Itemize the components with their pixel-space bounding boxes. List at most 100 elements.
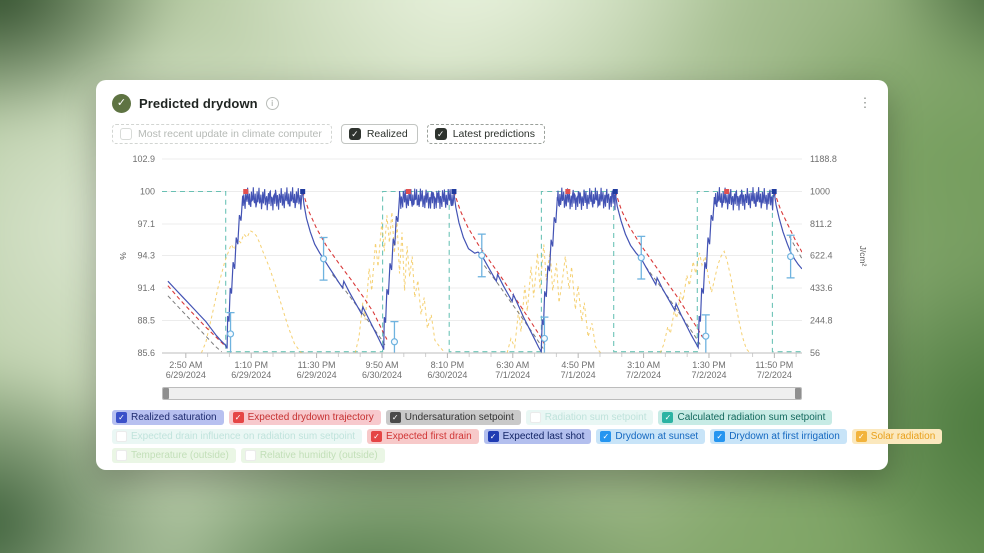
- checkbox-icon[interactable]: [529, 412, 541, 423]
- y-left-tick: 88.5: [137, 315, 155, 325]
- series-realized-saturation-plateau: [398, 188, 455, 210]
- kebab-menu-icon[interactable]: ⋮: [858, 95, 872, 110]
- marker-expected-last-shot: [451, 189, 457, 195]
- marker-drydown-at-sunset: [637, 235, 646, 280]
- legend-row: Temperature (outside) Relative humidity (…: [112, 448, 872, 463]
- checkbox-icon[interactable]: [389, 412, 401, 423]
- y-left-tick: 100: [140, 187, 155, 197]
- card-header: ✓ Predicted drydown i ⋮: [112, 92, 872, 114]
- marker-expected-first-drain: [243, 189, 249, 195]
- legend-chip-expected-first-drain[interactable]: Expected first drain: [367, 429, 479, 444]
- x-tick-label: 4:50 PM 7/1/2024: [561, 360, 596, 380]
- series-solar-radiation: [659, 250, 751, 353]
- x-tick-label: 11:30 PM 6/29/2024: [297, 360, 337, 380]
- legend-chip-label: Drydown at sunset: [615, 431, 699, 442]
- y-left-tick: 97.1: [137, 219, 155, 229]
- legend-chip-undersaturation-setpoint[interactable]: Undersaturation setpoint: [385, 410, 521, 425]
- chart-time-scrollbar[interactable]: [162, 387, 802, 400]
- legend-row: Realized saturation Expected drydown traj…: [112, 410, 872, 425]
- marker-drydown-at-sunset: [319, 236, 328, 281]
- series-undersaturation-setpoint: [645, 266, 702, 346]
- legend-chip-label: Realized saturation: [131, 412, 217, 423]
- x-tick-label: 9:50 AM 6/30/2024: [362, 360, 402, 380]
- checkbox-icon[interactable]: [662, 412, 674, 423]
- legend-chip-label: Solar radiation: [870, 431, 936, 442]
- series-realized-saturation: [773, 192, 802, 270]
- info-icon[interactable]: i: [265, 96, 279, 110]
- crop-badge-icon: ✓: [112, 93, 131, 113]
- legend-chip-label: Calculated radiation sum setpoint: [677, 412, 826, 423]
- series-expected-drydown-trajectory: [302, 191, 388, 340]
- x-tick-label: 11:50 PM 7/2/2024: [755, 360, 793, 380]
- legend-chip-temperature-outside[interactable]: Temperature (outside): [112, 448, 236, 463]
- scrollbar-right-handle[interactable]: [795, 388, 801, 399]
- legend-row: Expected drain influence on radiation su…: [112, 429, 943, 444]
- series-realized-saturation: [614, 192, 715, 350]
- y-right-tick: 811.2: [810, 219, 832, 229]
- legend-chip-radiation-sum-setpoint[interactable]: Radiation sum setpoint: [525, 410, 654, 425]
- legend-chip-realized-saturation[interactable]: Realized saturation: [112, 410, 224, 425]
- marker-expected-last-shot: [612, 189, 618, 195]
- y-right-tick: 622.4: [810, 250, 833, 260]
- checkbox-icon[interactable]: [371, 431, 383, 442]
- legend-chip-label: Temperature (outside): [131, 450, 229, 461]
- x-tick-label: 1:10 PM 6/29/2024: [231, 360, 271, 380]
- series-expected-drydown-trajectory: [453, 191, 546, 346]
- checkbox-icon[interactable]: [116, 431, 127, 442]
- filter-chip-latest-predictions[interactable]: Latest predictions: [426, 124, 546, 144]
- marker-expected-last-shot: [771, 189, 777, 195]
- checkbox-icon[interactable]: [487, 431, 499, 442]
- drydown-chart[interactable]: 102.9 1188.8 100 1000 97.1 811.2 94.3 622.4 91.4…: [112, 149, 872, 385]
- y-right-tick: 244.8: [810, 315, 833, 325]
- series-realized-saturation: [167, 197, 244, 349]
- y-left-tick: 85.6: [137, 348, 155, 358]
- legend-chip-relative-humidity-outside[interactable]: Relative humidity (outside): [240, 448, 385, 463]
- series-solar-radiation: [506, 244, 602, 353]
- checkbox-icon[interactable]: [232, 412, 244, 423]
- series-realized-saturation-plateau: [556, 187, 616, 211]
- legend-chip-calculated-radiation-sum-setpoint[interactable]: Calculated radiation sum setpoint: [658, 410, 833, 425]
- filter-chip-most-recent-update-in-climate-computer[interactable]: Most recent update in climate computer: [112, 124, 332, 144]
- y-left-tick: 102.9: [132, 154, 155, 164]
- chart-canvas[interactable]: 102.9 1188.8 100 1000 97.1 811.2 94.3 622.4 91.4…: [112, 149, 872, 385]
- legend-chip-label: Drydown at first irrigation: [729, 431, 840, 442]
- legend-chip-label: Expected last shot: [502, 431, 585, 442]
- legend-chip-drydown-at-first-irrigation[interactable]: Drydown at first irrigation: [710, 429, 847, 444]
- checkbox-icon[interactable]: [116, 450, 127, 461]
- scrollbar-left-handle[interactable]: [163, 388, 169, 399]
- checkbox-icon[interactable]: [348, 128, 361, 140]
- series-realized-saturation: [302, 192, 401, 350]
- filter-chip-label: Most recent update in climate computer: [138, 128, 322, 140]
- checkbox-icon[interactable]: [600, 431, 612, 442]
- marker-drydown-at-first-irrigation: [701, 314, 710, 353]
- checkbox-icon[interactable]: [116, 412, 127, 423]
- legend-chip-expected-drain-influence-on-radiation-sum-setpoint[interactable]: Expected drain influence on radiation su…: [112, 429, 363, 444]
- y-right-tick: 56: [810, 348, 820, 358]
- filter-chip-label: Latest predictions: [452, 128, 536, 140]
- checkbox-icon[interactable]: [434, 128, 447, 140]
- series-solar-radiation: [354, 211, 446, 353]
- predicted-drydown-card: ✓ Predicted drydown i ⋮ Most recent upda…: [96, 80, 943, 470]
- checkbox-icon[interactable]: [120, 128, 132, 140]
- y-left-axis-title: %: [118, 252, 128, 260]
- checkbox-icon[interactable]: [244, 450, 256, 461]
- legend-chip-solar-radiation[interactable]: Solar radiation: [851, 429, 943, 444]
- filter-bar: Most recent update in climate computer Re…: [112, 123, 872, 145]
- series-undersaturation-setpoint: [167, 295, 223, 353]
- filter-chip-realized[interactable]: Realized: [340, 124, 418, 144]
- series-expected-drydown-trajectory: [167, 285, 228, 348]
- marker-expected-first-drain: [405, 189, 411, 195]
- legend-chip-expected-drydown-trajectory[interactable]: Expected drydown trajectory: [228, 410, 381, 425]
- legend-chip-label: Undersaturation setpoint: [404, 412, 514, 423]
- checkbox-icon[interactable]: [855, 431, 867, 442]
- legend-chip-expected-last-shot[interactable]: Expected last shot: [483, 429, 592, 444]
- marker-expected-first-drain: [565, 189, 571, 195]
- checkbox-icon[interactable]: [714, 431, 726, 442]
- legend-chip-drydown-at-sunset[interactable]: Drydown at sunset: [596, 429, 706, 444]
- y-left-tick: 91.4: [137, 283, 155, 293]
- y-left-tick: 94.3: [137, 250, 155, 260]
- series-undersaturation-setpoint: [483, 265, 544, 349]
- y-right-tick: 1188.8: [810, 154, 837, 164]
- marker-drydown-at-sunset: [786, 234, 795, 279]
- series-legend: Realized saturation Expected drydown traj…: [112, 410, 943, 463]
